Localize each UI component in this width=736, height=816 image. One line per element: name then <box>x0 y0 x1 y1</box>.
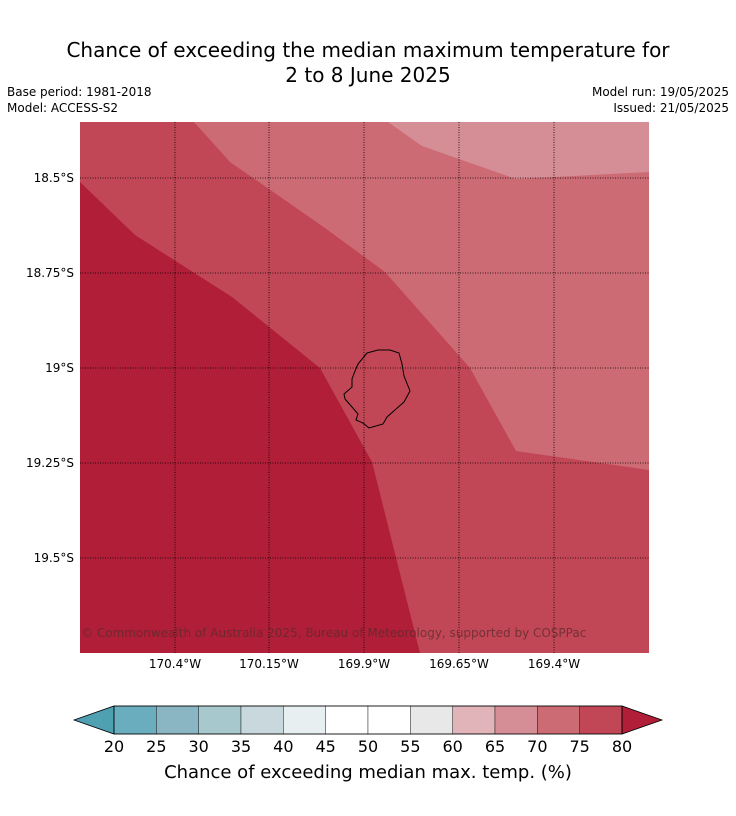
zone-70-75 <box>194 122 649 470</box>
colorbar-tick-label: 70 <box>527 737 548 756</box>
map-area <box>80 122 649 653</box>
colorbar-bin <box>579 705 623 735</box>
lat-label: 18.5°S <box>33 171 74 185</box>
colorbar-outline <box>113 705 623 735</box>
colorbar-tick-label: 35 <box>230 737 252 756</box>
colorbar-bin <box>198 705 242 735</box>
colorbar-tick-label: 20 <box>103 737 125 756</box>
colorbar-bin <box>113 705 157 735</box>
colorbar-bin <box>325 705 369 735</box>
colorbar-tick-label: 45 <box>315 737 336 756</box>
island-outline <box>343 349 411 429</box>
lat-label: 19.5°S <box>33 551 74 565</box>
lon-label: 169.65°W <box>429 657 489 671</box>
base-period: Base period: 1981-2018 <box>7 85 152 99</box>
model-name: Model: ACCESS-S2 <box>7 101 119 115</box>
lat-label: 19°S <box>45 361 74 375</box>
colorbar-extend-above <box>621 705 664 735</box>
lon-label: 169.9°W <box>337 657 391 671</box>
colorbar-bin <box>537 705 580 735</box>
lat-label: 19.25°S <box>26 456 74 470</box>
meta-left: Base period: 1981-2018 Model: ACCESS-S2 <box>7 84 152 116</box>
colorbar-bin <box>494 705 538 735</box>
colorbar-tick-label: 25 <box>146 737 167 756</box>
colorbar-bin <box>240 705 284 735</box>
colorbar-tick-label: 75 <box>569 737 590 756</box>
colorbar-bin <box>367 705 411 735</box>
zone-above-80 <box>80 182 420 653</box>
colorbar-bin <box>410 705 453 735</box>
lon-label: 170.15°W <box>239 657 299 671</box>
colorbar <box>72 705 664 735</box>
colorbar-tick-label: 55 <box>400 737 421 756</box>
colorbar-extend-below <box>72 705 115 735</box>
model-run: Model run: 19/05/2025 <box>591 85 729 99</box>
lon-label: 170.4°W <box>148 657 202 671</box>
colorbar-bin <box>452 705 496 735</box>
colorbar-tick-label: 30 <box>188 737 209 756</box>
title-line-2: 2 to 8 June 2025 <box>285 63 451 87</box>
lat-label: 18.75°S <box>26 266 74 280</box>
title-line-1: Chance of exceeding the median maximum t… <box>66 38 670 62</box>
meta-right: Model run: 19/05/2025 Issued: 21/05/2025 <box>592 84 729 116</box>
zone-65-70 <box>388 122 649 179</box>
colorbar-tick-label: 60 <box>442 737 463 756</box>
colorbar-tick-label: 65 <box>484 737 506 756</box>
lon-label: 169.4°W <box>527 657 581 671</box>
copyright-notice: © Commonwealth of Australia 2025, Bureau… <box>81 626 587 640</box>
colorbar-tick-label: 80 <box>611 737 633 756</box>
colorbar-bin <box>156 705 199 735</box>
colorbar-bin <box>283 705 326 735</box>
colorbar-tick-label: 50 <box>357 737 379 756</box>
gridlines <box>80 122 649 653</box>
colorbar-title: Chance of exceeding median max. temp. (%… <box>164 762 572 783</box>
issued-date: Issued: 21/05/2025 <box>613 101 729 115</box>
colorbar-tick-label: 40 <box>273 737 294 756</box>
chart-title: Chance of exceeding the median maximum t… <box>0 38 736 88</box>
